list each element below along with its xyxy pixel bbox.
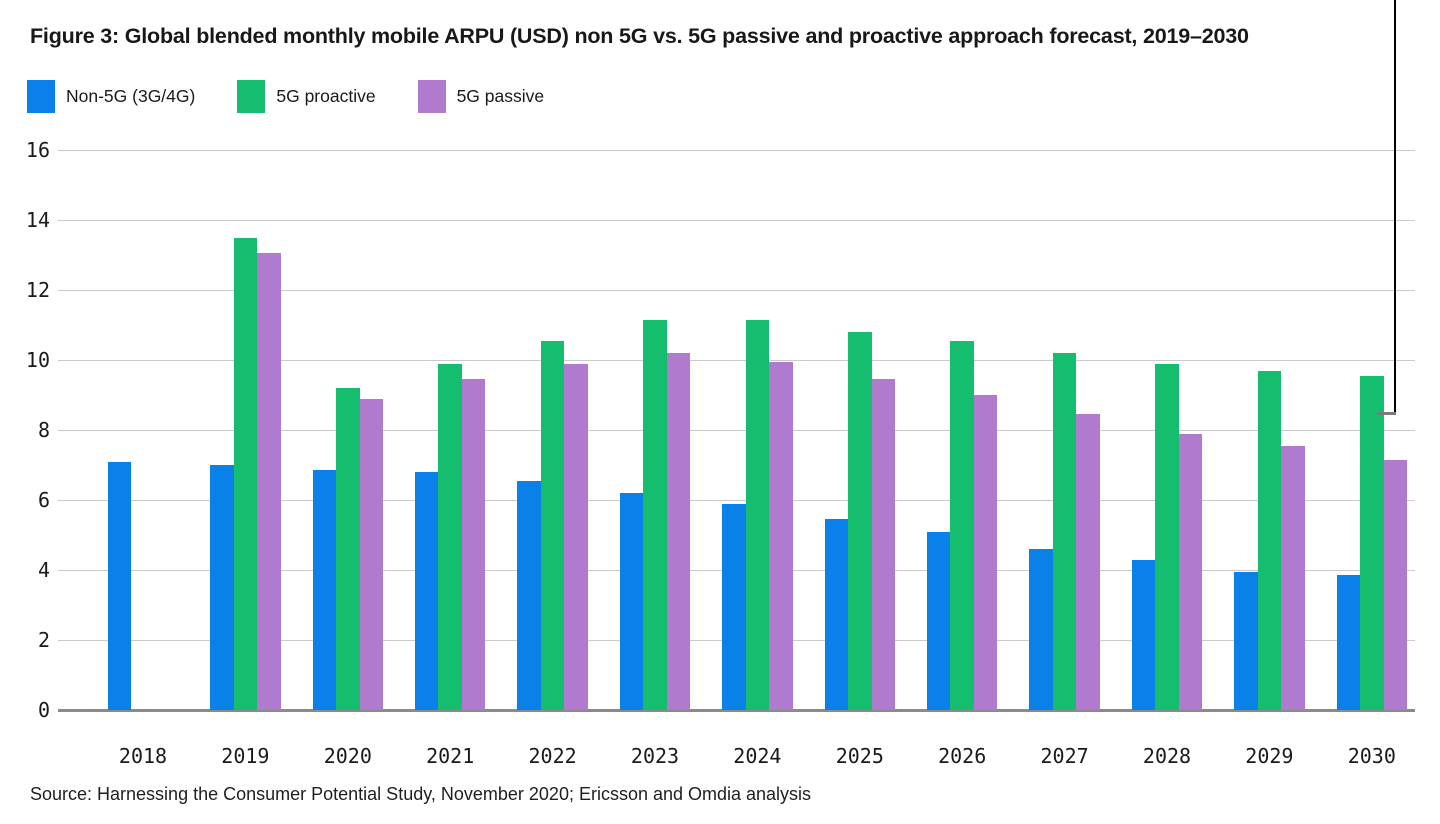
x-tick-label-2026: 2026 (938, 744, 987, 768)
bar-non-5g-3g-4g-2025 (824, 519, 849, 710)
bar-5g-proactive-2022 (540, 340, 565, 710)
legend-item-non-5g-3g-4g: Non-5G (3G/4G) (27, 80, 195, 113)
legend-label: 5G proactive (276, 86, 376, 106)
x-tick-label-2025: 2025 (835, 744, 884, 768)
bar-non-5g-3g-4g-2030 (1336, 575, 1361, 710)
legend: Non-5G (3G/4G) 5G proactive 5G passive (27, 80, 544, 113)
legend-item-5g-proactive: 5G proactive (237, 80, 376, 113)
gridline-y-14 (58, 220, 1415, 221)
x-tick-label-2024: 2024 (733, 744, 782, 768)
bar-non-5g-3g-4g-2021 (414, 472, 439, 710)
x-tick-label-2028: 2028 (1142, 744, 1192, 768)
legend-label: 5G passive (456, 86, 545, 106)
bar-5g-proactive-2025 (848, 332, 872, 710)
bar-non-5g-3g-4g-2027 (1029, 549, 1053, 710)
bar-5g-proactive-2026 (950, 340, 974, 710)
x-tick-label-2022: 2022 (528, 744, 577, 768)
x-tick-label-2021: 2021 (426, 744, 475, 768)
legend-item-5g-passive: 5G passive (417, 80, 545, 113)
bar-5g-proactive-2024 (745, 319, 770, 710)
y-tick-label-8: 8 (37, 418, 50, 442)
bar-5g-proactive-2028 (1155, 363, 1179, 710)
bar-5g-passive-2023 (666, 353, 691, 710)
x-axis-line (58, 709, 1415, 712)
bar-non-5g-3g-4g-2029 (1234, 571, 1258, 710)
bar-non-5g-3g-4g-2028 (1131, 559, 1156, 710)
bar-5g-passive-2030 (1383, 459, 1408, 710)
x-tick-label-2023: 2023 (630, 744, 680, 768)
y-tick-label-4: 4 (37, 558, 50, 582)
gridline-y-16 (58, 150, 1415, 151)
bar-5g-passive-2028 (1178, 433, 1203, 710)
y-tick-label-16: 16 (25, 138, 50, 162)
annotation-leader-line-foot (1377, 412, 1396, 415)
x-tick-label-2020: 2020 (323, 744, 372, 768)
bar-non-5g-3g-4g-2024 (722, 503, 746, 710)
x-tick-label-2027: 2027 (1040, 744, 1089, 768)
x-tick-label-2030: 2030 (1347, 744, 1396, 768)
legend-swatch-5g-proactive (237, 80, 266, 113)
legend-label: Non-5G (3G/4G) (66, 86, 196, 106)
x-tick-label-2018: 2018 (118, 744, 168, 768)
bar-non-5g-3g-4g-2023 (619, 493, 644, 710)
bar-5g-passive-2019 (257, 253, 281, 710)
gridline-y-8 (58, 430, 1415, 431)
bar-5g-passive-2027 (1076, 414, 1100, 710)
y-tick-label-0: 0 (37, 698, 50, 722)
gridline-y-12 (58, 290, 1415, 291)
x-tick-label-2019: 2019 (221, 744, 270, 768)
source-note: Source: Harnessing the Consumer Potentia… (30, 784, 812, 804)
figure-title: Figure 3: Global blended monthly mobile … (30, 24, 1249, 48)
bar-5g-proactive-2029 (1257, 370, 1282, 710)
gridline-y-10 (58, 360, 1415, 361)
bar-5g-proactive-2027 (1052, 353, 1077, 710)
bar-5g-passive-2020 (359, 398, 384, 710)
bar-5g-proactive-2019 (233, 237, 258, 710)
legend-swatch-non-5g-3g-4g (27, 80, 55, 113)
gridline-y-6 (58, 500, 1415, 501)
bar-5g-passive-2024 (769, 361, 793, 710)
bar-5g-proactive-2020 (336, 388, 360, 710)
bar-5g-proactive-2023 (643, 319, 667, 710)
bar-5g-passive-2026 (973, 395, 998, 710)
bar-non-5g-3g-4g-2019 (210, 465, 234, 710)
bar-5g-passive-2025 (871, 379, 896, 710)
bar-non-5g-3g-4g-2020 (312, 470, 337, 710)
y-tick-label-6: 6 (37, 488, 50, 512)
y-tick-label-10: 10 (25, 348, 50, 372)
bar-non-5g-3g-4g-2018 (107, 461, 132, 710)
legend-swatch-5g-passive (417, 80, 446, 113)
y-tick-label-2: 2 (37, 628, 50, 652)
bar-5g-passive-2022 (564, 363, 588, 710)
bar-non-5g-3g-4g-2022 (517, 480, 541, 710)
annotation-leader-line-vertical (1394, 0, 1396, 414)
bar-5g-passive-2021 (461, 379, 486, 710)
y-tick-label-14: 14 (25, 208, 50, 232)
x-tick-label-2029: 2029 (1245, 744, 1294, 768)
bar-non-5g-3g-4g-2026 (926, 531, 951, 710)
y-tick-label-12: 12 (25, 278, 50, 302)
bar-5g-passive-2029 (1281, 445, 1305, 710)
bar-5g-proactive-2030 (1360, 375, 1384, 710)
bar-5g-proactive-2021 (438, 363, 462, 710)
